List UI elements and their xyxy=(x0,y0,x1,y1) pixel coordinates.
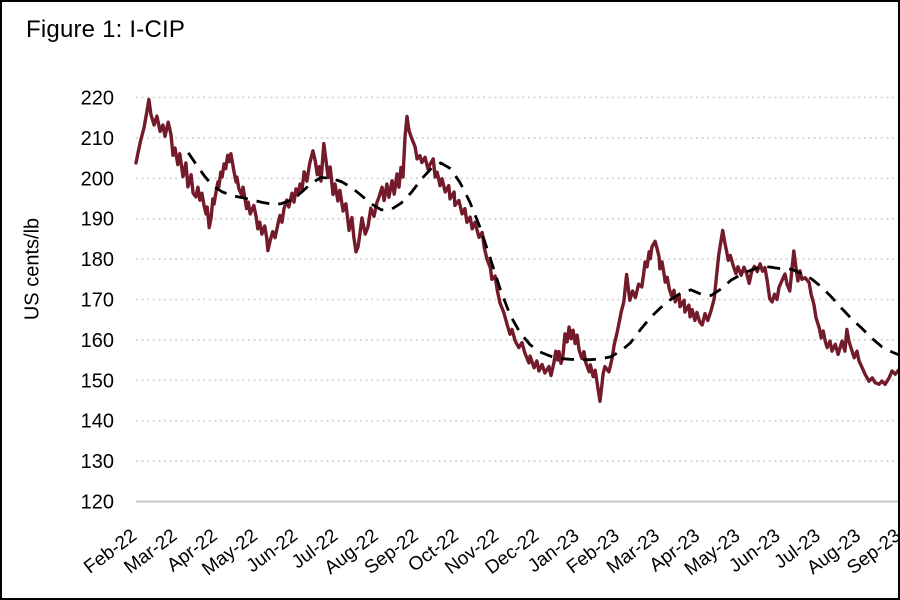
y-tick-label: 140 xyxy=(81,411,114,433)
y-tick-label: 150 xyxy=(81,370,114,392)
y-tick-label: 130 xyxy=(81,451,114,473)
y-tick-label: 120 xyxy=(81,492,114,514)
y-tick-label: 170 xyxy=(81,290,114,312)
y-tick-label: 220 xyxy=(81,88,114,110)
y-tick-label: 190 xyxy=(81,209,114,231)
solid-series-line xyxy=(134,97,898,403)
chart-title: Figure 1: I-CIP xyxy=(26,16,186,43)
y-tick-label: 210 xyxy=(81,128,114,150)
dashed-series-line xyxy=(187,152,898,362)
y-tick-label: 180 xyxy=(81,249,114,271)
y-tick-label: 160 xyxy=(81,330,114,352)
y-tick-label: 200 xyxy=(81,168,114,190)
